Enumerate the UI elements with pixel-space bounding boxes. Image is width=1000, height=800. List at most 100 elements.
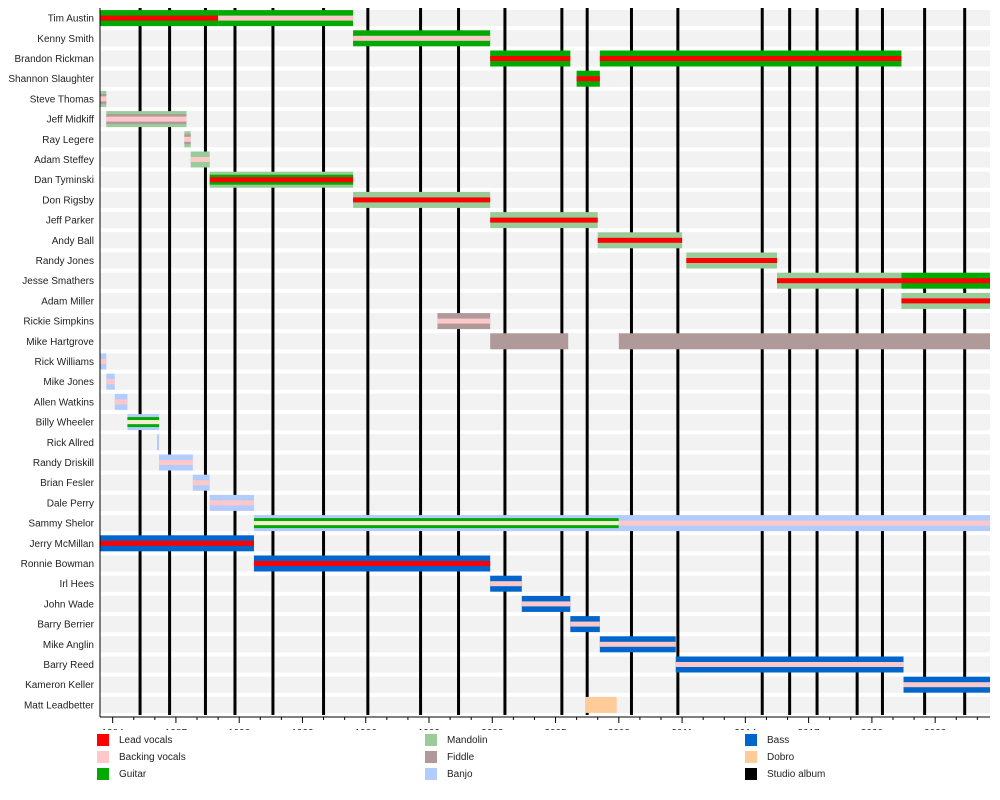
member-name: Rickie Simpkins xyxy=(23,317,94,328)
legend-swatch xyxy=(97,768,109,780)
instrument-bar-fiddle xyxy=(618,333,990,350)
studio-album-line xyxy=(788,8,792,715)
legend-item-backing: Backing vocals xyxy=(97,750,186,764)
x-tick-label: 2002 xyxy=(481,728,504,730)
backing-vocals-stripe xyxy=(437,318,491,324)
legend-label: Bass xyxy=(767,734,790,746)
member-name: Barry Berrier xyxy=(37,620,94,631)
secondary-instrument-guitar xyxy=(253,518,619,522)
secondary-instrument-guitar xyxy=(209,181,354,185)
secondary-instrument-fiddle xyxy=(184,134,191,138)
backing-vocals-stripe xyxy=(490,581,522,587)
member-name: Brandon Rickman xyxy=(15,54,94,65)
legend-item-bass: Bass xyxy=(745,733,789,747)
member-name: Kenny Smith xyxy=(37,34,94,45)
member-name: Tim Austin xyxy=(48,14,94,25)
legend-item-mandolin: Mandolin xyxy=(425,733,488,747)
legend-item-banjo: Banjo xyxy=(425,767,473,781)
studio-album-line xyxy=(138,8,142,715)
legend-swatch xyxy=(97,751,109,763)
instrument-bar-banjo xyxy=(156,434,160,451)
studio-album-line xyxy=(815,8,819,715)
member-name: Rick Allred xyxy=(47,438,94,449)
secondary-instrument-fiddle xyxy=(106,121,187,125)
secondary-instrument-fiddle xyxy=(106,114,187,118)
backing-vocals-stripe xyxy=(903,682,990,688)
studio-album-line xyxy=(271,8,275,715)
x-tick-label: 2014 xyxy=(734,728,757,730)
x-tick-label: 1996 xyxy=(355,728,378,730)
x-tick-label: 2008 xyxy=(608,728,631,730)
member-name: Mike Hartgrove xyxy=(26,337,94,348)
x-tick-label: 1999 xyxy=(418,728,441,730)
backing-vocals-stripe xyxy=(106,116,187,122)
legend-swatch xyxy=(425,734,437,746)
lead-vocals-stripe xyxy=(353,197,491,203)
backing-vocals-stripe xyxy=(570,621,600,627)
studio-album-line xyxy=(457,8,461,715)
legend-label: Backing vocals xyxy=(119,751,186,763)
member-name: Jesse Smathers xyxy=(22,276,94,287)
backing-vocals-stripe xyxy=(100,359,107,364)
studio-album-line xyxy=(560,8,564,715)
legend-item-guitar: Guitar xyxy=(97,767,146,781)
member-name: Rick Williams xyxy=(35,357,94,368)
member-name: Adam Miller xyxy=(41,296,94,307)
studio-album-line xyxy=(585,8,589,715)
lead-vocals-stripe xyxy=(100,15,219,21)
x-tick-label: 2023 xyxy=(924,728,947,730)
secondary-instrument-fiddle xyxy=(100,93,107,97)
studio-album-line xyxy=(322,8,326,715)
member-name: Jeff Parker xyxy=(46,216,95,227)
lead-vocals-stripe xyxy=(490,217,598,223)
secondary-instrument-guitar xyxy=(127,424,160,428)
x-tick-label: 2011 xyxy=(671,728,693,730)
secondary-instrument-fiddle xyxy=(184,141,191,145)
member-name: Sammy Shelor xyxy=(28,519,94,530)
secondary-instrument-gap xyxy=(127,420,160,425)
member-name: Randy Driskill xyxy=(33,458,94,469)
legend-label: Dobro xyxy=(767,751,795,763)
x-tick-label: 2005 xyxy=(544,728,567,730)
backing-vocals-stripe xyxy=(100,96,107,102)
lead-vocals-stripe xyxy=(686,258,777,263)
studio-album-line xyxy=(503,8,507,715)
x-tick-label: 1987 xyxy=(165,728,188,730)
secondary-instrument-gap xyxy=(253,521,619,526)
studio-album-line xyxy=(923,8,927,715)
lead-vocals-stripe xyxy=(253,561,491,566)
member-name: Andy Ball xyxy=(52,236,94,247)
backing-vocals-stripe xyxy=(209,500,254,506)
secondary-instrument-guitar xyxy=(209,174,354,178)
backing-vocals-stripe xyxy=(106,379,115,385)
backing-vocals-stripe xyxy=(218,15,354,21)
legend-label: Guitar xyxy=(119,768,147,780)
member-name: Mike Anglin xyxy=(43,640,94,651)
member-name: Jerry McMillan xyxy=(30,539,94,550)
legend-swatch xyxy=(425,751,437,763)
secondary-instrument-guitar xyxy=(253,525,619,529)
legend-swatch xyxy=(745,768,757,780)
member-name: Jeff Midkiff xyxy=(47,115,95,126)
studio-album-line xyxy=(168,8,172,715)
member-name: Allen Watkins xyxy=(34,397,94,408)
legend-label: Mandolin xyxy=(447,734,488,746)
member-name: Barry Reed xyxy=(43,660,94,671)
member-name: Dale Perry xyxy=(47,498,94,509)
legend-swatch xyxy=(97,734,109,746)
backing-vocals-stripe xyxy=(192,480,210,486)
member-name: Brian Fesler xyxy=(40,478,95,489)
member-name: Mike Jones xyxy=(43,377,94,388)
studio-album-line xyxy=(203,8,207,715)
studio-album-line xyxy=(855,8,859,715)
secondary-instrument-guitar xyxy=(127,417,160,421)
studio-album-line xyxy=(963,8,967,715)
x-tick-label: 1990 xyxy=(228,728,251,730)
backing-vocals-stripe xyxy=(184,136,191,142)
studio-album-line xyxy=(419,8,423,715)
legend-swatch xyxy=(425,768,437,780)
legend-label: Lead vocals xyxy=(119,734,173,746)
legend-label: Studio album xyxy=(767,768,826,780)
lead-vocals-stripe xyxy=(901,298,990,304)
backing-vocals-stripe xyxy=(521,601,571,607)
